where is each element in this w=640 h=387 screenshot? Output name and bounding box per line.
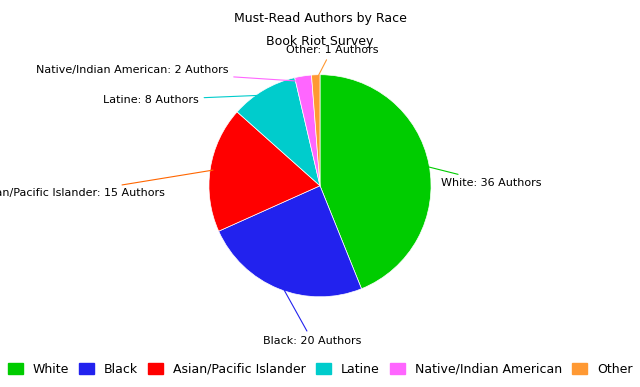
Wedge shape bbox=[209, 112, 320, 231]
Text: Book Riot Survey: Book Riot Survey bbox=[266, 35, 374, 48]
Wedge shape bbox=[320, 75, 431, 289]
Text: Latine: 8 Authors: Latine: 8 Authors bbox=[103, 95, 263, 105]
Text: Black: 20 Authors: Black: 20 Authors bbox=[264, 286, 362, 346]
Wedge shape bbox=[237, 78, 320, 186]
Wedge shape bbox=[294, 75, 320, 186]
Text: Asian/Pacific Islander: 15 Authors: Asian/Pacific Islander: 15 Authors bbox=[0, 170, 213, 198]
Text: Other: 1 Authors: Other: 1 Authors bbox=[285, 45, 378, 78]
Wedge shape bbox=[312, 75, 320, 186]
Text: Must-Read Authors by Race: Must-Read Authors by Race bbox=[234, 12, 406, 25]
Text: White: 36 Authors: White: 36 Authors bbox=[426, 166, 542, 188]
Text: Native/Indian American: 2 Authors: Native/Indian American: 2 Authors bbox=[36, 65, 301, 81]
Wedge shape bbox=[219, 186, 362, 297]
Legend: White, Black, Asian/Pacific Islander, Latine, Native/Indian American, Other: White, Black, Asian/Pacific Islander, La… bbox=[3, 358, 637, 381]
